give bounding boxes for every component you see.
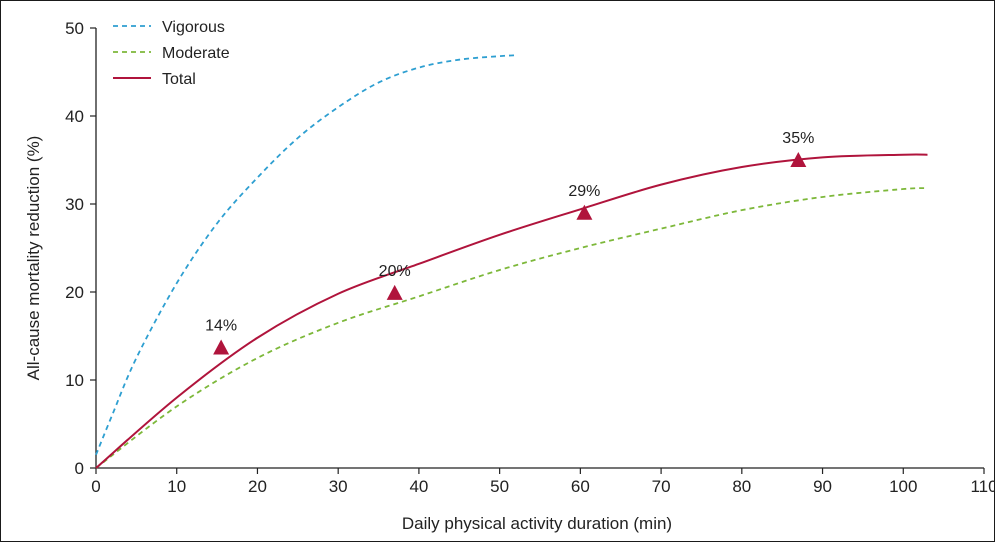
series-line-moderate	[95, 187, 928, 469]
x-tick-label: 100	[889, 477, 917, 496]
x-tick-label: 20	[248, 477, 267, 496]
series-line-total	[95, 153, 928, 469]
triangle-marker	[386, 284, 403, 300]
x-tick-label: 0	[91, 477, 100, 496]
y-tick-label: 0	[75, 459, 84, 478]
y-tick-label: 10	[65, 371, 84, 390]
x-axis-title: Daily physical activity duration (min)	[402, 514, 672, 533]
data-label: 29%	[568, 183, 600, 200]
data-label: 14%	[205, 317, 237, 334]
x-tick-label: 90	[813, 477, 832, 496]
legend: Vigorous Moderate Total	[113, 19, 230, 88]
x-tick-label: 80	[732, 477, 751, 496]
data-label: 20%	[379, 263, 411, 280]
x-tick-label: 50	[490, 477, 509, 496]
y-tick-label: 50	[65, 19, 84, 38]
x-tick-label: 60	[571, 477, 590, 496]
axes: 0 10 20 30 40 50 60 70 80 90 100 110 0 10 20 30 40 50	[65, 19, 995, 496]
y-tick-label: 20	[65, 283, 84, 302]
legend-label-total: Total	[162, 71, 196, 88]
y-tick-label: 30	[65, 195, 84, 214]
legend-label-vigorous: Vigorous	[162, 19, 225, 36]
data-label: 35%	[782, 130, 814, 147]
marker-layer: 14% 20% 29% 35%	[205, 130, 814, 355]
triangle-marker	[213, 339, 230, 355]
legend-label-moderate: Moderate	[162, 45, 230, 62]
triangle-marker	[790, 152, 807, 167]
y-tick-label: 40	[65, 107, 84, 126]
x-tick-label: 40	[409, 477, 428, 496]
y-axis-title: All-cause mortality reduction (%)	[24, 136, 43, 381]
series-line-vigorous	[95, 54, 516, 456]
x-tick-label: 70	[652, 477, 671, 496]
triangle-marker	[576, 204, 593, 220]
x-tick-label: 30	[329, 477, 348, 496]
series-layer	[95, 54, 928, 469]
x-tick-label: 10	[167, 477, 186, 496]
x-tick-label: 110	[970, 477, 995, 496]
